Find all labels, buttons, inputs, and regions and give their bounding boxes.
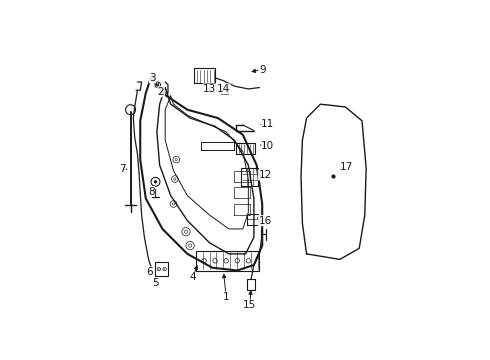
Text: 7: 7 [119, 164, 125, 174]
Text: 8: 8 [148, 186, 155, 197]
Text: 15: 15 [243, 300, 256, 310]
Text: 12: 12 [258, 170, 271, 180]
Circle shape [154, 180, 157, 184]
Text: 14: 14 [217, 84, 230, 94]
Text: 4: 4 [190, 273, 196, 283]
Text: 1: 1 [223, 292, 229, 302]
Text: 3: 3 [149, 73, 156, 83]
Text: 9: 9 [259, 64, 266, 75]
Circle shape [164, 269, 165, 270]
Text: 6: 6 [147, 267, 153, 277]
Text: 11: 11 [261, 118, 274, 129]
Circle shape [158, 269, 159, 270]
Text: 2: 2 [158, 87, 164, 97]
Text: 17: 17 [340, 162, 353, 172]
Text: 16: 16 [258, 216, 271, 226]
Text: 13: 13 [203, 84, 216, 94]
Text: 5: 5 [152, 278, 159, 288]
Circle shape [213, 88, 215, 90]
Text: 10: 10 [261, 141, 274, 151]
